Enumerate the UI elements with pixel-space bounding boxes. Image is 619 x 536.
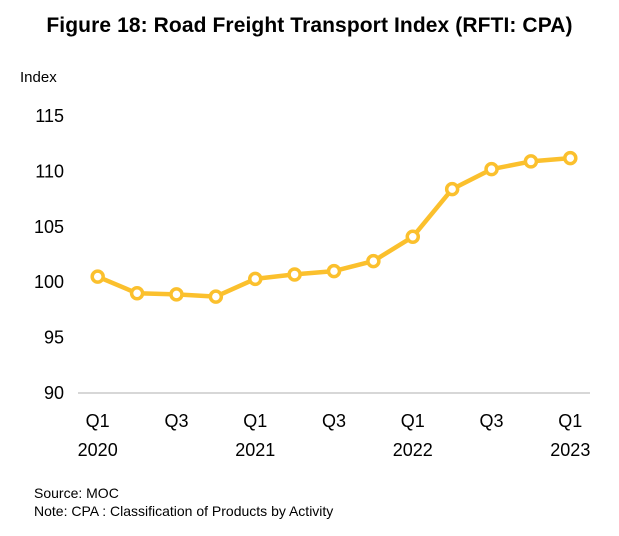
x-tick-label: Q1 <box>401 411 425 431</box>
y-axis: 90 95 100 105 110 115 <box>34 106 64 403</box>
y-tick-label: 90 <box>44 383 64 403</box>
y-tick-label: 115 <box>35 106 64 126</box>
x-tick-year-label: 2021 <box>235 440 275 460</box>
x-tick-label: Q3 <box>322 411 346 431</box>
data-point <box>563 150 578 166</box>
x-tick-year-label: 2023 <box>550 440 590 460</box>
data-point <box>444 181 460 197</box>
x-tick-label: Q1 <box>243 411 267 431</box>
data-point <box>484 161 499 177</box>
x-tick-label: Q3 <box>480 411 504 431</box>
x-tick-year-label: 2022 <box>393 440 433 460</box>
y-tick-label: 105 <box>34 217 64 237</box>
y-tick-label: 95 <box>44 328 64 348</box>
y-axis-label: Index <box>20 69 57 86</box>
y-tick-label: 110 <box>35 161 64 181</box>
source-note: Source: MOC <box>34 485 119 501</box>
x-tick-label: Q1 <box>86 411 110 431</box>
data-point <box>247 271 263 287</box>
data-point <box>523 154 539 169</box>
data-point <box>366 253 381 269</box>
footnotes: Source: MOC Note: CPA : Classification o… <box>34 484 333 520</box>
data-point <box>287 267 302 282</box>
data-point <box>326 263 342 279</box>
x-tick-label: Q1 <box>558 411 582 431</box>
chart-title: Figure 18: Road Freight Transport Index … <box>46 14 573 37</box>
x-tick-year-label: 2020 <box>78 440 118 460</box>
data-point <box>90 269 105 284</box>
cpa-note: Note: CPA : Classification of Products b… <box>34 503 334 519</box>
x-axis: Q1 2020 Q3 Q1 2021 Q3 Q1 2022 Q3 Q1 2023 <box>78 411 591 460</box>
data-points <box>90 150 578 304</box>
x-tick-label: Q3 <box>164 411 188 431</box>
data-point <box>169 287 184 302</box>
data-point <box>129 286 145 301</box>
y-tick-label: 100 <box>34 272 64 292</box>
data-point <box>405 229 421 245</box>
data-point <box>208 289 224 304</box>
